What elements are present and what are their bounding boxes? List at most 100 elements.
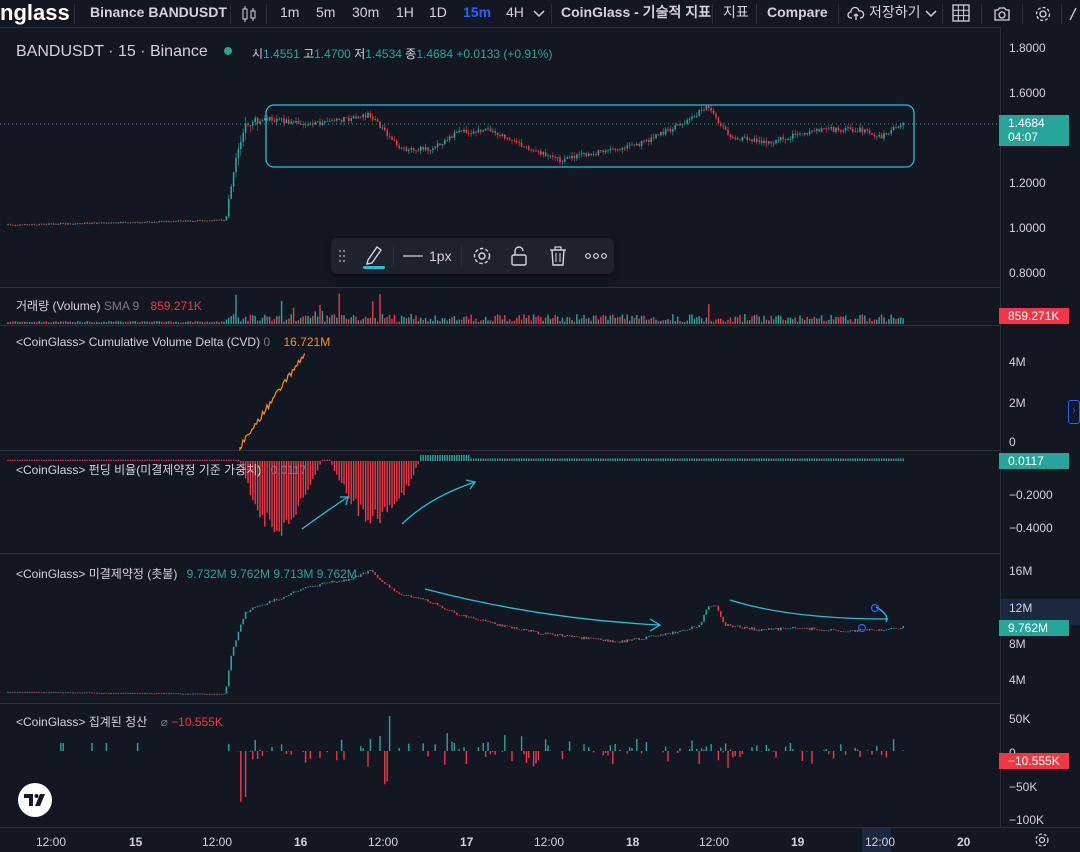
funding-bar bbox=[783, 459, 784, 462]
volume-bar bbox=[619, 317, 620, 324]
liquidation-bar bbox=[451, 742, 452, 751]
open-interest-candle bbox=[161, 693, 163, 694]
open-interest-candle bbox=[218, 694, 220, 695]
interval-1d[interactable]: 1D bbox=[429, 0, 447, 27]
volume-bar bbox=[624, 319, 625, 324]
curved-arrow-drawing[interactable] bbox=[730, 600, 888, 619]
volume-bar bbox=[41, 322, 42, 324]
price-candle bbox=[437, 144, 439, 147]
settings-gear-icon[interactable] bbox=[472, 246, 492, 266]
save-button[interactable]: 저장하기 bbox=[869, 0, 921, 27]
indicator-template-button[interactable]: CoinGlass - 기술적 지표 bbox=[561, 0, 711, 27]
open-interest-candle bbox=[50, 692, 52, 693]
open-interest-candle bbox=[434, 603, 436, 604]
axis-tick: 1.0000 bbox=[1009, 221, 1046, 235]
open-interest-candle bbox=[871, 629, 873, 630]
interval-1m[interactable]: 1m bbox=[280, 0, 299, 27]
funding-bar bbox=[840, 459, 841, 462]
indicators-button[interactable]: 지표 bbox=[723, 0, 749, 27]
open-interest-candle bbox=[528, 630, 530, 631]
volume-bar bbox=[449, 319, 450, 324]
open-interest-candle bbox=[706, 610, 708, 615]
liq-tag: −10.555K bbox=[999, 753, 1069, 769]
interval-15m[interactable]: 15m bbox=[463, 0, 491, 27]
open-interest-candle bbox=[809, 628, 811, 630]
price-candle bbox=[353, 116, 355, 118]
price-candle bbox=[715, 114, 717, 118]
time-axis[interactable]: 12:00 15 12:00 16 12:00 17 12:00 18 12:0… bbox=[0, 827, 1080, 852]
more-options-icon[interactable] bbox=[585, 252, 607, 260]
funding-bar bbox=[819, 459, 820, 462]
open-interest-candle bbox=[242, 619, 244, 624]
compare-button[interactable]: Compare bbox=[767, 0, 828, 27]
open-interest-candle bbox=[511, 627, 513, 629]
open-interest-candle bbox=[847, 631, 849, 632]
volume-bar bbox=[759, 317, 760, 324]
volume-bar bbox=[761, 322, 762, 324]
volume-bar bbox=[480, 320, 481, 324]
open-interest-candle bbox=[667, 633, 669, 634]
price-candle bbox=[456, 132, 458, 133]
funding-bar bbox=[485, 459, 486, 462]
price-candle bbox=[530, 150, 532, 151]
funding-bar bbox=[377, 461, 378, 519]
interval-5m[interactable]: 5m bbox=[316, 0, 335, 27]
liquidation-bar bbox=[646, 742, 647, 751]
scroll-right-chevron-icon[interactable]: › bbox=[1068, 400, 1080, 424]
price-candle bbox=[746, 137, 748, 140]
funding-bar bbox=[903, 459, 904, 462]
funding-bar bbox=[502, 459, 503, 462]
price-candle bbox=[478, 130, 480, 133]
arrow-drawing[interactable] bbox=[402, 482, 475, 524]
price-candle bbox=[730, 135, 732, 137]
volume-bar bbox=[535, 317, 536, 324]
unlock-icon[interactable] bbox=[510, 246, 528, 266]
volume-bar bbox=[106, 322, 107, 324]
liquidation-bar bbox=[833, 751, 834, 759]
volume-bar bbox=[406, 318, 407, 324]
funding-bar bbox=[888, 459, 889, 462]
liquidation-bar bbox=[423, 744, 424, 751]
open-interest-candle bbox=[79, 692, 81, 693]
drawing-anchor-point[interactable] bbox=[859, 625, 866, 632]
chart-canvas[interactable] bbox=[0, 27, 1000, 827]
interval-30m[interactable]: 30m bbox=[352, 0, 379, 27]
funding-bar bbox=[876, 459, 877, 462]
price-candle bbox=[307, 125, 309, 126]
pencil-color-icon[interactable] bbox=[362, 242, 386, 270]
open-interest-candle bbox=[154, 693, 156, 694]
high-label: 고 bbox=[303, 47, 314, 61]
open-interest-candle bbox=[806, 628, 808, 629]
funding-bar bbox=[711, 459, 712, 462]
open-interest-candle bbox=[674, 632, 676, 634]
trash-icon[interactable] bbox=[549, 246, 567, 266]
arrow-drawing[interactable] bbox=[302, 497, 348, 529]
time-axis-settings-gear-icon[interactable] bbox=[1034, 832, 1050, 848]
drag-handle-icon[interactable] bbox=[337, 248, 347, 264]
interval-4h[interactable]: 4H bbox=[506, 0, 524, 27]
funding-bar bbox=[852, 459, 853, 462]
volume-bar bbox=[487, 320, 488, 324]
price-candle bbox=[792, 134, 794, 139]
price-candle bbox=[612, 149, 614, 150]
divider bbox=[393, 246, 394, 266]
open-interest-candle bbox=[336, 582, 338, 583]
tradingview-logo-icon[interactable] bbox=[18, 783, 52, 817]
price-axis[interactable] bbox=[1000, 27, 1080, 827]
volume-bar bbox=[569, 317, 570, 324]
volume-bar bbox=[312, 316, 313, 324]
market-status-dot-icon[interactable] bbox=[224, 47, 232, 55]
open-interest-candle bbox=[686, 630, 688, 631]
volume-bar bbox=[463, 317, 464, 324]
open-interest-candle bbox=[566, 635, 568, 636]
symbol-search-button[interactable]: Binance BANDUSDT bbox=[90, 0, 227, 27]
curved-arrow-drawing[interactable] bbox=[425, 589, 660, 625]
volume-bar bbox=[120, 321, 121, 324]
close-label: 종 bbox=[405, 47, 416, 61]
volume-bar bbox=[766, 319, 767, 324]
line-style-icon[interactable] bbox=[403, 254, 423, 258]
volume-bar bbox=[509, 319, 510, 324]
line-width-button[interactable]: 1px bbox=[429, 248, 452, 264]
volume-bar bbox=[749, 320, 750, 324]
interval-1h[interactable]: 1H bbox=[396, 0, 414, 27]
